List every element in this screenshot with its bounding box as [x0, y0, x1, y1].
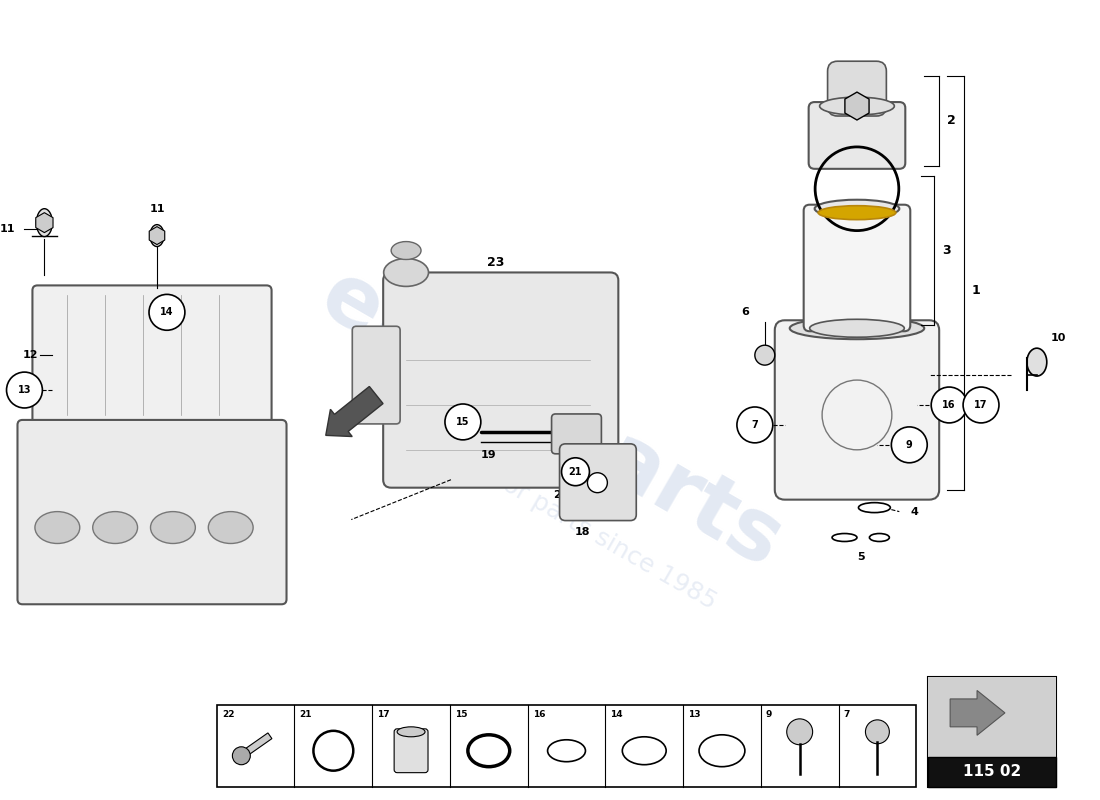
Text: 11: 11 — [0, 224, 15, 234]
Text: 15: 15 — [456, 417, 470, 427]
Text: 4: 4 — [911, 506, 918, 517]
Circle shape — [755, 345, 774, 365]
Ellipse shape — [36, 209, 53, 237]
Circle shape — [932, 387, 967, 423]
Text: 12: 12 — [23, 350, 38, 360]
Text: 9: 9 — [766, 710, 772, 719]
Ellipse shape — [815, 200, 900, 218]
Text: euro°parts: euro°parts — [305, 254, 796, 586]
FancyBboxPatch shape — [394, 729, 428, 773]
Text: 5: 5 — [858, 553, 866, 562]
Circle shape — [148, 294, 185, 330]
Text: 9: 9 — [906, 440, 913, 450]
Ellipse shape — [397, 727, 425, 737]
Polygon shape — [36, 213, 53, 233]
FancyArrow shape — [326, 386, 383, 437]
Circle shape — [786, 719, 813, 745]
Ellipse shape — [820, 97, 894, 115]
Ellipse shape — [810, 319, 904, 338]
Circle shape — [964, 387, 999, 423]
Text: 2: 2 — [947, 114, 956, 127]
Ellipse shape — [384, 258, 429, 286]
FancyBboxPatch shape — [383, 273, 618, 488]
Text: 11: 11 — [150, 204, 165, 214]
Ellipse shape — [208, 512, 253, 543]
Text: 14: 14 — [610, 710, 623, 719]
FancyBboxPatch shape — [827, 62, 887, 116]
Bar — [928, 757, 1056, 786]
FancyBboxPatch shape — [32, 286, 272, 425]
Text: 22: 22 — [553, 490, 569, 500]
Text: 13: 13 — [689, 710, 701, 719]
Bar — [928, 677, 1056, 757]
Text: 23: 23 — [487, 256, 505, 269]
Text: 18: 18 — [574, 526, 591, 537]
Ellipse shape — [35, 512, 80, 543]
Ellipse shape — [392, 242, 421, 259]
Polygon shape — [150, 226, 165, 245]
FancyBboxPatch shape — [774, 320, 939, 500]
Text: 17: 17 — [377, 710, 389, 719]
Text: 22: 22 — [222, 710, 234, 719]
Text: 17: 17 — [975, 400, 988, 410]
Ellipse shape — [150, 225, 164, 246]
FancyBboxPatch shape — [560, 444, 636, 521]
Circle shape — [737, 407, 773, 443]
Text: 7: 7 — [751, 420, 758, 430]
Circle shape — [7, 372, 43, 408]
FancyBboxPatch shape — [18, 420, 286, 604]
Text: 1: 1 — [971, 284, 980, 297]
Circle shape — [561, 458, 590, 486]
Text: 6: 6 — [741, 307, 749, 318]
Ellipse shape — [790, 318, 924, 339]
Text: 14: 14 — [161, 307, 174, 318]
Ellipse shape — [818, 206, 895, 220]
Circle shape — [587, 473, 607, 493]
Text: 15: 15 — [455, 710, 468, 719]
Circle shape — [232, 746, 251, 765]
Text: 21: 21 — [299, 710, 312, 719]
FancyBboxPatch shape — [804, 205, 911, 331]
Polygon shape — [845, 92, 869, 120]
Ellipse shape — [151, 512, 196, 543]
Circle shape — [891, 427, 927, 462]
Text: 21: 21 — [569, 466, 582, 477]
Text: 16: 16 — [532, 710, 546, 719]
Polygon shape — [240, 733, 272, 758]
Text: 7: 7 — [844, 710, 850, 719]
Text: 10: 10 — [1050, 334, 1066, 343]
FancyBboxPatch shape — [551, 414, 602, 454]
Circle shape — [446, 404, 481, 440]
FancyBboxPatch shape — [352, 326, 400, 424]
Circle shape — [866, 720, 890, 744]
Bar — [217, 705, 916, 786]
Text: 16: 16 — [943, 400, 956, 410]
Ellipse shape — [92, 512, 138, 543]
Ellipse shape — [1027, 348, 1047, 376]
Text: 19: 19 — [481, 450, 496, 460]
Text: 115 02: 115 02 — [962, 764, 1021, 779]
Text: 13: 13 — [18, 385, 31, 395]
Bar — [928, 677, 1056, 786]
FancyBboxPatch shape — [808, 102, 905, 169]
Text: 3: 3 — [943, 244, 950, 257]
Text: 20: 20 — [575, 417, 590, 427]
Text: a passion for parts since 1985: a passion for parts since 1985 — [381, 405, 720, 614]
FancyArrow shape — [950, 690, 1005, 735]
